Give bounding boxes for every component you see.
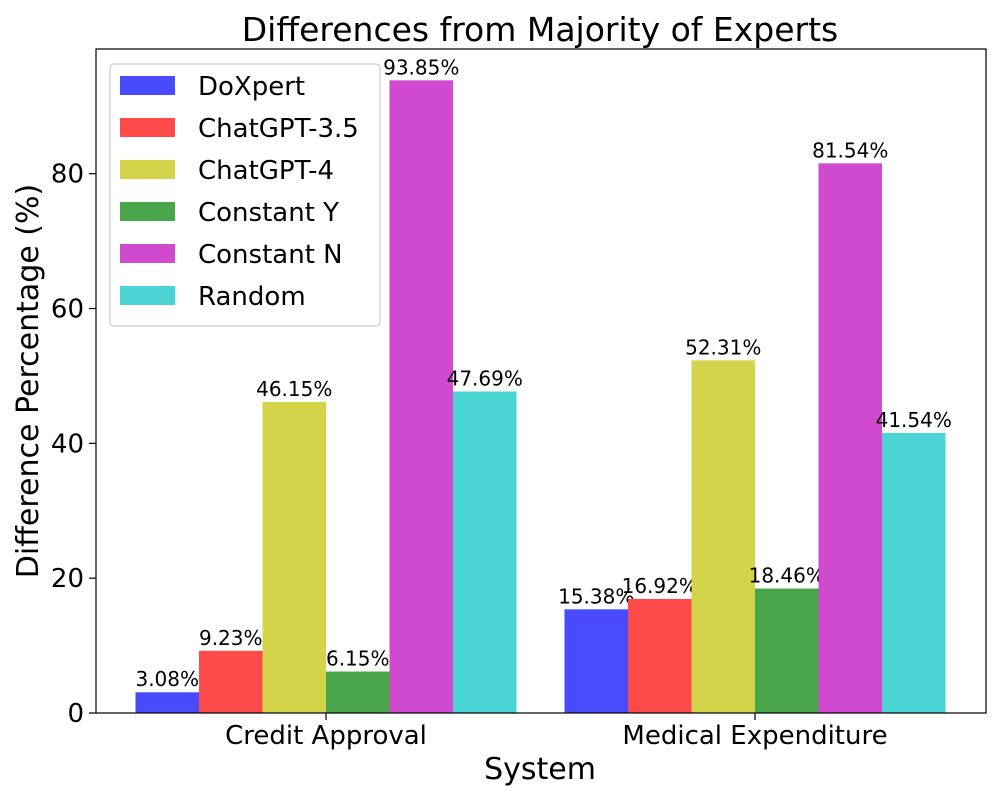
- legend-label: DoXpert: [198, 72, 305, 102]
- data-label: 3.08%: [135, 667, 199, 691]
- data-label: 93.85%: [383, 55, 459, 79]
- data-label: 16.92%: [622, 574, 698, 598]
- legend-swatch: [120, 76, 175, 95]
- legend-label: Constant Y: [198, 198, 339, 228]
- legend-box: [109, 63, 381, 327]
- data-label: 41.54%: [876, 408, 952, 432]
- legend-swatch: [120, 202, 175, 221]
- legend-swatch: [120, 118, 175, 137]
- bar: [564, 609, 628, 713]
- bar: [755, 588, 819, 713]
- legend-label: ChatGPT-3.5: [198, 114, 359, 144]
- data-label: 18.46%: [749, 564, 825, 588]
- data-label: 52.31%: [685, 335, 761, 359]
- bar: [691, 360, 755, 713]
- y-tick-label: 20: [51, 564, 84, 594]
- data-label: 46.15%: [256, 377, 332, 401]
- legend-label: Constant N: [198, 240, 343, 270]
- y-tick-label: 80: [51, 160, 84, 190]
- bar: [818, 163, 882, 713]
- bar: [326, 671, 390, 713]
- y-tick-label: 60: [51, 295, 84, 325]
- legend-label: Random: [198, 282, 306, 312]
- bar: [199, 650, 263, 713]
- x-tick-label: Medical Expenditure: [622, 721, 887, 751]
- bar: [135, 692, 199, 713]
- plot-area: 3.08% 15.38% 9.23% 16.92% 46.15% 52.31% 6.15% 1…: [51, 48, 987, 751]
- plot-frame: [95, 48, 987, 714]
- bar: [453, 391, 517, 713]
- legend-swatch: [120, 160, 175, 179]
- legend-swatch: [120, 244, 175, 263]
- data-label: 9.23%: [199, 626, 263, 650]
- x-axis-label: System: [484, 752, 596, 787]
- y-tick-label: 0: [67, 699, 84, 729]
- bar: [882, 432, 946, 713]
- data-label: 47.69%: [447, 367, 523, 391]
- chart-title: Differences from Majority of Experts: [242, 10, 838, 49]
- bar: [628, 598, 692, 713]
- legend-label: ChatGPT-4: [198, 156, 334, 186]
- data-label: 81.54%: [812, 138, 888, 162]
- bar: [262, 401, 326, 713]
- y-tick-label: 40: [51, 429, 84, 459]
- bar: [389, 80, 453, 713]
- data-label: 15.38%: [558, 584, 634, 608]
- y-axis-label: Difference Percentage (%): [11, 184, 46, 578]
- legend-swatch: [120, 286, 175, 305]
- x-tick-label: Credit Approval: [225, 721, 427, 751]
- data-label: 6.15%: [326, 647, 390, 671]
